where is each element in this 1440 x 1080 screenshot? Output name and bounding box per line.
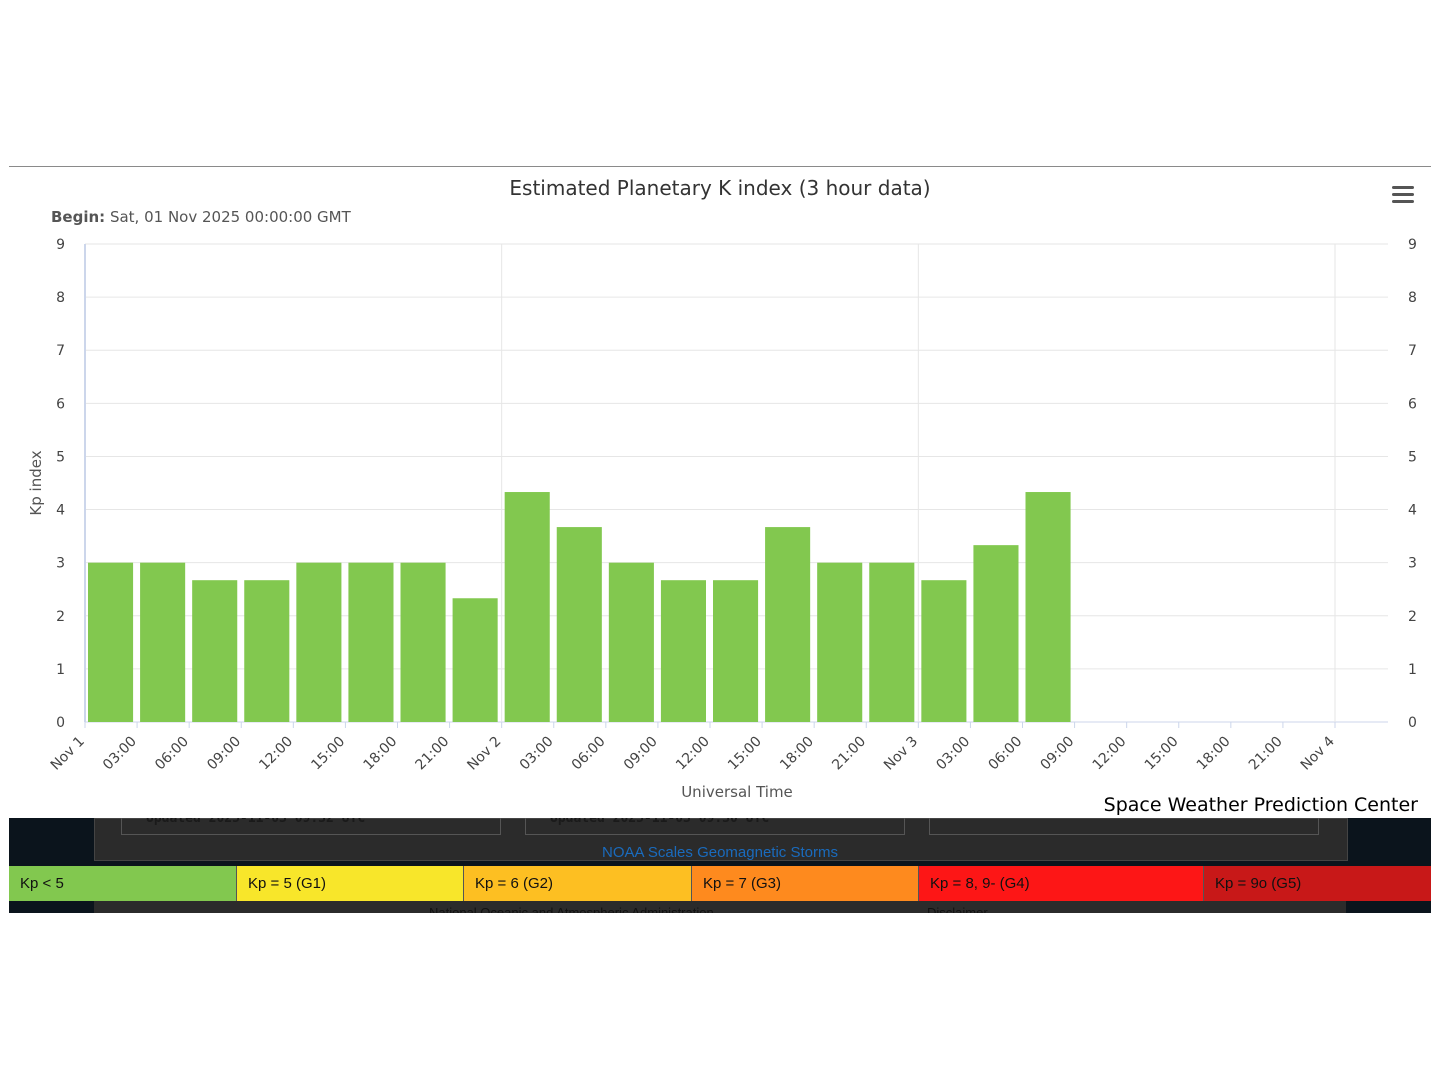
kp-bar [348,562,394,722]
x-tick-label: 03:00 [933,734,973,774]
y-tick-label-right: 7 [1408,343,1417,359]
legend-kp-7-g3: Kp = 7 (G3) [692,866,919,901]
y-tick-label-right: 8 [1408,290,1417,306]
footer-box-1 [121,818,501,835]
x-tick-label: Nov 1 [48,734,88,774]
kp-bar [608,562,654,722]
x-tick-label: 09:00 [204,734,244,774]
x-tick-label: 09:00 [621,734,661,774]
legend-kp-below-5: Kp < 5 [9,866,237,901]
y-tick-label-right: 4 [1408,503,1417,519]
x-axis-title: Universal Time [681,783,793,801]
begin-value: Sat, 01 Nov 2025 00:00:00 GMT [109,208,351,226]
y-tick-label-right: 6 [1408,396,1417,412]
x-tick-label: 03:00 [517,734,557,774]
x-tick-label: Nov 2 [464,734,504,774]
footer-bottom-panel [94,901,1346,913]
footer-box-3 [929,818,1319,835]
y-tick-label-right: 2 [1408,609,1417,625]
chart-title: Estimated Planetary K index (3 hour data… [509,176,931,200]
x-tick-label: 15:00 [308,734,348,774]
kp-bar [140,562,186,722]
kp-bar [400,562,446,722]
footer-box-2 [525,818,905,835]
x-tick-label: 18:00 [360,734,400,774]
x-tick-label: Nov 3 [881,734,921,774]
kp-bar [869,562,915,722]
noaa-scales-link[interactable]: NOAA Scales Geomagnetic Storms [602,844,838,861]
x-tick-label: 06:00 [569,734,609,774]
y-axis-title: Kp index [27,450,45,515]
y-tick-label: 8 [56,290,65,306]
begin-label: Begin: [51,208,106,226]
legend-kp-9-g5: Kp = 9o (G5) [1204,866,1431,901]
legend-kp-8-g4: Kp = 8, 9- (G4) [919,866,1204,901]
x-tick-label: 12:00 [256,734,296,774]
x-tick-label: 18:00 [1194,734,1234,774]
x-tick-label: 21:00 [413,734,453,774]
y-tick-label: 0 [56,715,65,731]
y-tick-label: 1 [56,662,65,678]
x-tick-label: 21:00 [829,734,869,774]
y-tick-label-right: 9 [1408,237,1417,253]
kp-bar [452,598,498,722]
credit-text: Space Weather Prediction Center [1103,794,1418,816]
kp-bar [504,492,550,722]
kp-bar-chart: 0 0 1 1 2 2 3 3 4 4 5 5 6 6 7 7 8 8 9 9 Nov 1 03:00 06:00 09:00… [27,237,1417,801]
footer-org-text: National Oceanic and Atmospheric Adminis… [429,905,714,913]
y-tick-label-right: 3 [1408,556,1417,572]
x-tick-label: 15:00 [1142,734,1182,774]
x-tick-label: 12:00 [673,734,713,774]
y-tick-label-right: 1 [1408,662,1417,678]
x-tick-label: 15:00 [725,734,765,774]
kp-bar [817,562,863,722]
kp-bar [192,580,238,722]
x-tick-label: Nov 4 [1298,733,1338,773]
x-tick-label: 12:00 [1090,734,1130,774]
kp-bar [973,545,1019,722]
y-tick-label-right: 0 [1408,715,1417,731]
y-tick-label-right: 5 [1408,449,1417,465]
x-tick-label: 21:00 [1246,734,1286,774]
y-tick-label: 3 [56,556,65,572]
footer-updated-2: Updated 2025-11-03 09:30 UTC [550,818,770,826]
legend-kp-6-g2: Kp = 6 (G2) [464,866,692,901]
x-tick-label: 03:00 [100,734,140,774]
kp-bar [713,580,759,722]
x-tick-label: 06:00 [985,734,1025,774]
y-tick-label: 7 [56,343,65,359]
x-tick-label: 09:00 [1038,734,1078,774]
y-tick-label: 4 [56,503,65,519]
footer-updated-1: Updated 2025-11-03 09:32 UTC [146,818,366,826]
kp-bar [88,562,134,722]
y-tick-label: 2 [56,609,65,625]
top-divider [9,166,1431,167]
y-tick-label: 6 [56,396,65,412]
hamburger-menu-icon[interactable] [1390,184,1416,206]
x-tick-label: 18:00 [777,734,817,774]
storm-scale-legend: Kp < 5 Kp = 5 (G1) Kp = 6 (G2) Kp = 7 (G… [9,866,1431,901]
chart-subtitle: Begin: Sat, 01 Nov 2025 00:00:00 GMT [51,208,351,226]
kp-bar [556,527,602,722]
kp-bar [921,580,967,722]
footer-disclaimer-link[interactable]: Disclaimer [927,905,988,913]
footer-panel: Updated 2025-11-03 09:32 UTC Updated 202… [94,818,1348,861]
kp-bar [660,580,706,722]
kp-bar [244,580,290,722]
y-tick-label: 9 [56,237,65,253]
kp-bar [765,527,811,722]
kp-bar [296,562,342,722]
kp-bar [1025,492,1071,722]
x-tick-label: 06:00 [152,734,192,774]
y-tick-label: 5 [56,449,65,465]
legend-kp-5-g1: Kp = 5 (G1) [237,866,464,901]
